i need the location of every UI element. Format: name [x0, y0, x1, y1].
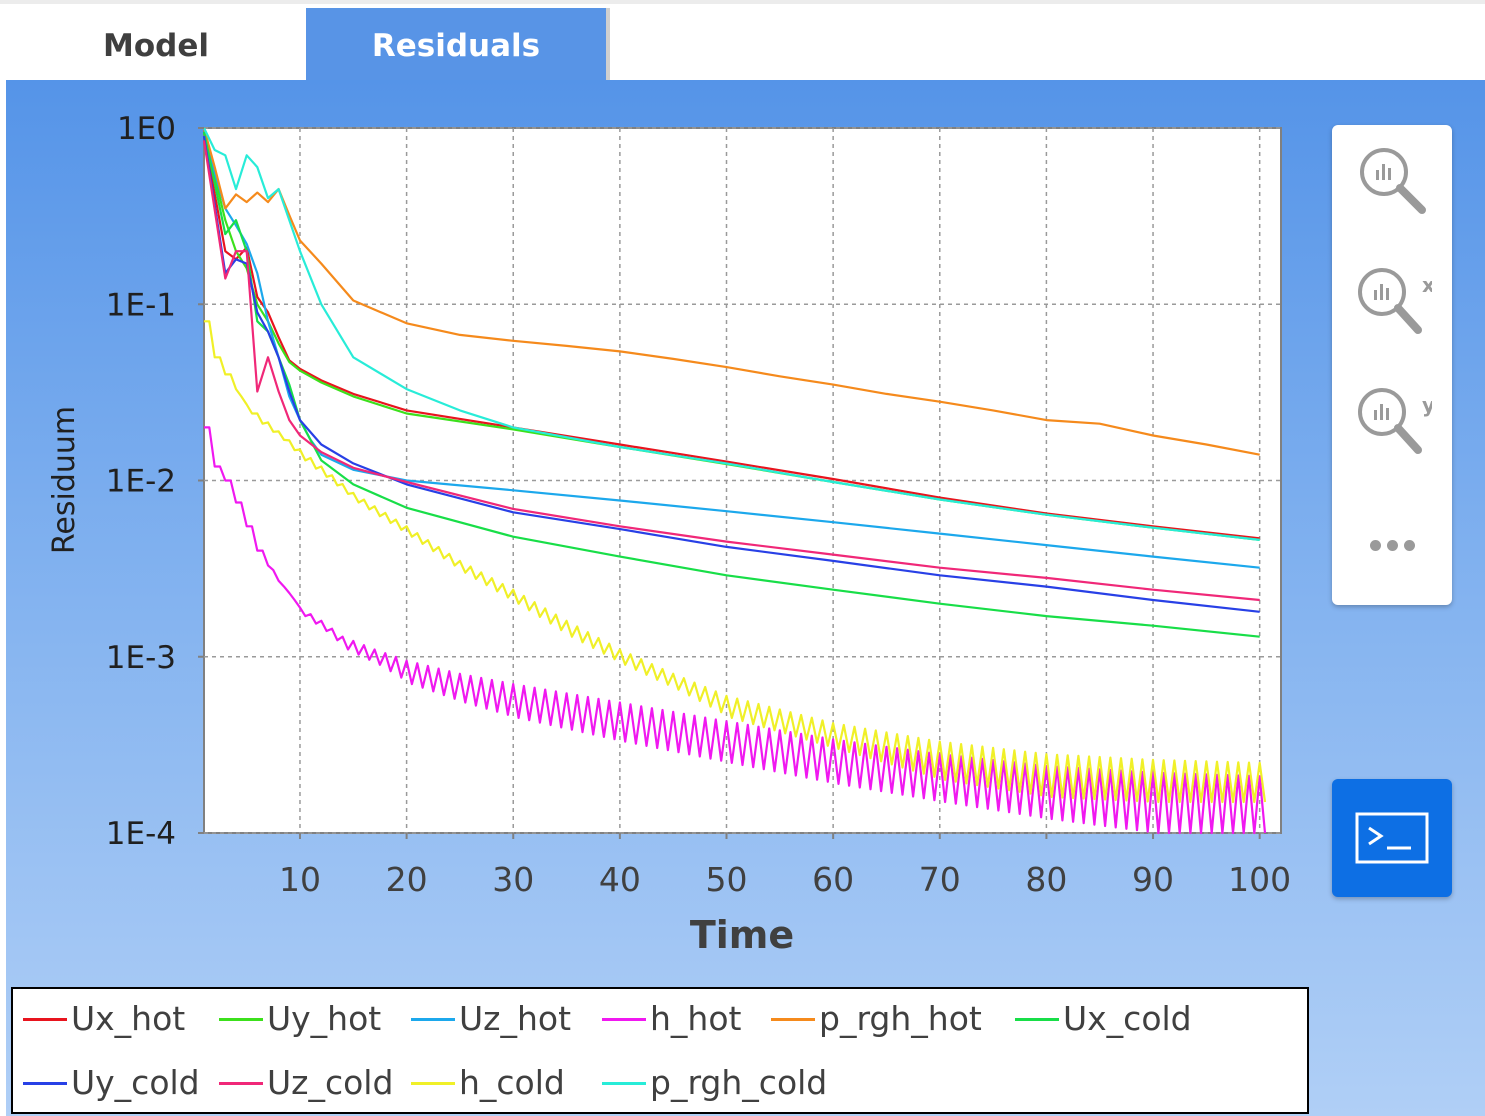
legend-item: Uy_cold — [23, 1063, 200, 1103]
legend-label: Uy_cold — [71, 1063, 200, 1102]
legend-item: h_hot — [602, 999, 741, 1039]
x-tick-label: 90 — [1132, 860, 1174, 899]
more-icon — [1367, 539, 1418, 551]
legend-swatch — [602, 1081, 646, 1085]
legend-swatch — [23, 1017, 67, 1021]
x-tick-label: 40 — [599, 860, 641, 899]
console-button[interactable] — [1332, 779, 1452, 897]
tab-residuals[interactable]: Residuals — [306, 8, 610, 84]
tab-model[interactable]: Model — [6, 8, 306, 84]
chart-legend: Ux_hot Uy_hot Uz_hot h_hot p_rgh_hot Ux_cold U… — [11, 987, 1309, 1114]
legend-item: Ux_cold — [1015, 999, 1192, 1039]
legend-swatch — [219, 1081, 263, 1085]
terminal-icon — [1355, 812, 1429, 864]
legend-label: p_rgh_hot — [819, 999, 982, 1038]
legend-swatch — [1015, 1017, 1059, 1021]
series-line-p-rgh-hot — [202, 127, 1260, 456]
legend-item: Uy_hot — [219, 999, 381, 1039]
legend-label: p_rgh_cold — [650, 1063, 828, 1102]
chart-toolbar: x y — [1332, 125, 1452, 605]
x-tick-label: 10 — [279, 860, 321, 899]
residuals-panel: 10 20 30 40 50 60 70 80 90 100 1E0 1E-1 1E-2 1E-3 1E-4… — [6, 80, 1485, 1116]
legend-item: Uz_hot — [411, 999, 571, 1039]
y-tick-label: 1E-1 — [106, 287, 176, 323]
legend-item: h_cold — [411, 1063, 565, 1103]
legend-item: Uz_cold — [219, 1063, 393, 1103]
zoom-y-icon: y — [1358, 388, 1432, 454]
legend-label: Uz_hot — [459, 999, 572, 1038]
y-tick-label: 1E-3 — [106, 640, 176, 676]
x-tick-label: 30 — [492, 860, 534, 899]
zoom-x-label: x — [1422, 273, 1432, 297]
y-tick-label: 1E-2 — [106, 464, 176, 500]
legend-label: Uy_hot — [267, 999, 382, 1038]
tab-bar: Model Residuals — [0, 0, 1485, 84]
legend-item: p_rgh_hot — [771, 999, 982, 1039]
legend-label: Ux_cold — [1063, 999, 1192, 1038]
series-line-uz-cold — [202, 140, 1260, 602]
series-line-h-cold — [204, 320, 1267, 804]
legend-swatch — [411, 1081, 455, 1085]
y-axis-label: Residuum — [47, 406, 82, 554]
zoom-y-label: y — [1422, 393, 1432, 417]
zoom-x-icon: x — [1358, 268, 1432, 334]
x-tick-label: 60 — [812, 860, 854, 899]
zoom-x-button[interactable]: x — [1347, 255, 1437, 345]
x-tick-label: 50 — [706, 860, 748, 899]
series-line-h-hot — [204, 426, 1267, 835]
legend-label: Uz_cold — [267, 1063, 394, 1102]
y-tick-label: 1E-4 — [106, 816, 176, 852]
y-tick-label: 1E0 — [117, 111, 176, 147]
legend-swatch — [771, 1017, 815, 1021]
legend-swatch — [602, 1017, 646, 1021]
legend-swatch — [219, 1017, 263, 1021]
legend-label: h_hot — [650, 999, 742, 1038]
x-tick-label: 20 — [386, 860, 428, 899]
series-line-uz-hot — [202, 135, 1260, 569]
zoom-fit-button[interactable] — [1347, 135, 1437, 225]
x-tick-label: 70 — [919, 860, 961, 899]
x-axis-label: Time — [690, 913, 794, 957]
series-line-p-rgh-cold — [203, 127, 1260, 541]
zoom-y-button[interactable]: y — [1347, 375, 1437, 465]
residuals-chart: 10 20 30 40 50 60 70 80 90 100 1E0 1E-1 1E-2 1E-3 1E-4… — [47, 111, 1291, 957]
more-button[interactable] — [1347, 525, 1437, 565]
x-tick-label: 100 — [1228, 860, 1291, 899]
zoom-fit-icon — [1360, 148, 1426, 214]
legend-item: p_rgh_cold — [602, 1063, 827, 1103]
legend-label: Ux_hot — [71, 999, 186, 1038]
legend-label: h_cold — [459, 1063, 565, 1102]
legend-item: Ux_hot — [23, 999, 185, 1039]
legend-swatch — [411, 1017, 455, 1021]
x-tick-label: 80 — [1025, 860, 1067, 899]
legend-swatch — [23, 1081, 67, 1085]
